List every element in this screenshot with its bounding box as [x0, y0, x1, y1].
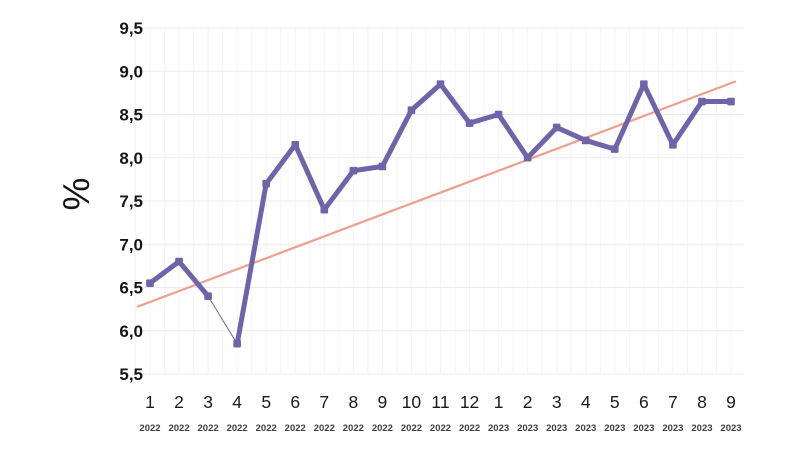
- x-tick-year: 2022: [343, 423, 364, 434]
- data-point-marker: [204, 292, 212, 300]
- data-point-marker: [523, 153, 532, 162]
- x-tick-month: 9: [378, 392, 388, 412]
- x-tick-month: 1: [145, 392, 155, 412]
- data-point-marker: [349, 166, 358, 175]
- x-tick-year: 2023: [575, 423, 596, 434]
- thin-connector-segment: [207, 295, 238, 344]
- y-tick-label: 8,0: [119, 149, 143, 168]
- series-markers: [146, 80, 735, 348]
- y-tick-label: 9,5: [119, 19, 143, 38]
- data-point-marker: [640, 80, 648, 89]
- x-tick-month: 8: [697, 392, 707, 412]
- x-tick-month: 5: [610, 392, 620, 412]
- x-tick-year: 2022: [372, 423, 393, 434]
- data-point-marker: [146, 279, 154, 287]
- data-point-marker: [581, 136, 590, 145]
- y-tick-label: 6,5: [119, 279, 143, 298]
- x-tick-year: 2023: [546, 423, 567, 434]
- x-tick-month: 11: [431, 392, 449, 412]
- x-tick-year: 2023: [517, 423, 538, 434]
- x-axis-tick-labels: 1 2022 2 2022 3 2022 4 2022 5 2022 6 2022 7 2022 8 2022…: [139, 392, 741, 434]
- data-point-marker: [262, 179, 270, 188]
- x-tick-month: 2: [174, 392, 184, 412]
- x-tick-year: 2022: [168, 423, 189, 434]
- x-tick-year: 2022: [256, 423, 277, 434]
- x-tick-year: 2023: [604, 423, 625, 434]
- x-tick-month: 2: [523, 392, 533, 412]
- x-tick-month: 1: [494, 392, 504, 412]
- x-tick-month: 4: [581, 392, 591, 412]
- x-tick-year: 2022: [198, 423, 219, 434]
- x-tick-month: 6: [290, 392, 300, 412]
- x-tick-month: 7: [668, 392, 678, 412]
- x-tick-month: 10: [402, 392, 422, 412]
- y-axis-tick-labels: 5,5 6,0 6,5 7,0 7,5 8,0 8,5 9,0 9,5: [119, 19, 143, 384]
- x-tick-year: 2023: [633, 423, 654, 434]
- data-point-marker: [465, 119, 474, 127]
- data-point-marker: [233, 339, 241, 348]
- x-tick-month: 7: [319, 392, 329, 412]
- trend-line: [136, 80, 737, 308]
- x-tick-month: 12: [460, 392, 479, 412]
- horizontal-gridlines: [135, 27, 745, 375]
- x-tick-year: 2022: [314, 423, 335, 434]
- data-point-marker: [727, 97, 735, 106]
- x-tick-year: 2022: [285, 423, 306, 434]
- x-tick-month: 9: [726, 392, 736, 412]
- y-tick-label: 8,5: [119, 106, 143, 125]
- data-point-marker: [698, 97, 706, 106]
- x-tick-year: 2022: [401, 423, 422, 434]
- data-point-marker: [407, 106, 416, 114]
- data-point-marker: [175, 257, 183, 266]
- x-tick-year: 2022: [459, 423, 480, 434]
- data-point-marker: [436, 80, 445, 89]
- data-point-marker: [669, 140, 677, 149]
- x-tick-year: 2023: [720, 423, 741, 434]
- x-tick-year: 2023: [691, 423, 712, 434]
- data-point-marker: [611, 145, 619, 153]
- y-tick-label: 7,5: [119, 192, 143, 211]
- x-tick-year: 2022: [430, 423, 451, 434]
- y-tick-label: 7,0: [119, 235, 143, 254]
- y-axis-title: %: [56, 177, 97, 211]
- y-tick-label: 5,5: [119, 365, 143, 384]
- series-line: [234, 81, 734, 347]
- x-tick-year: 2023: [662, 423, 683, 434]
- data-point-marker: [378, 162, 387, 171]
- x-tick-month: 8: [348, 392, 358, 412]
- x-tick-month: 6: [639, 392, 649, 412]
- y-tick-label: 9,0: [119, 62, 143, 81]
- x-tick-month: 5: [261, 392, 271, 412]
- y-tick-label: 6,0: [119, 322, 143, 341]
- data-point-marker: [320, 205, 329, 214]
- x-tick-month: 4: [232, 392, 242, 412]
- x-tick-month: 3: [552, 392, 562, 412]
- data-point-marker: [494, 110, 503, 119]
- x-tick-year: 2022: [139, 423, 160, 434]
- data-point-marker: [291, 140, 300, 149]
- x-tick-year: 2023: [488, 423, 509, 434]
- x-tick-month: 3: [203, 392, 213, 412]
- x-tick-year: 2022: [227, 423, 248, 434]
- data-point-marker: [552, 123, 561, 132]
